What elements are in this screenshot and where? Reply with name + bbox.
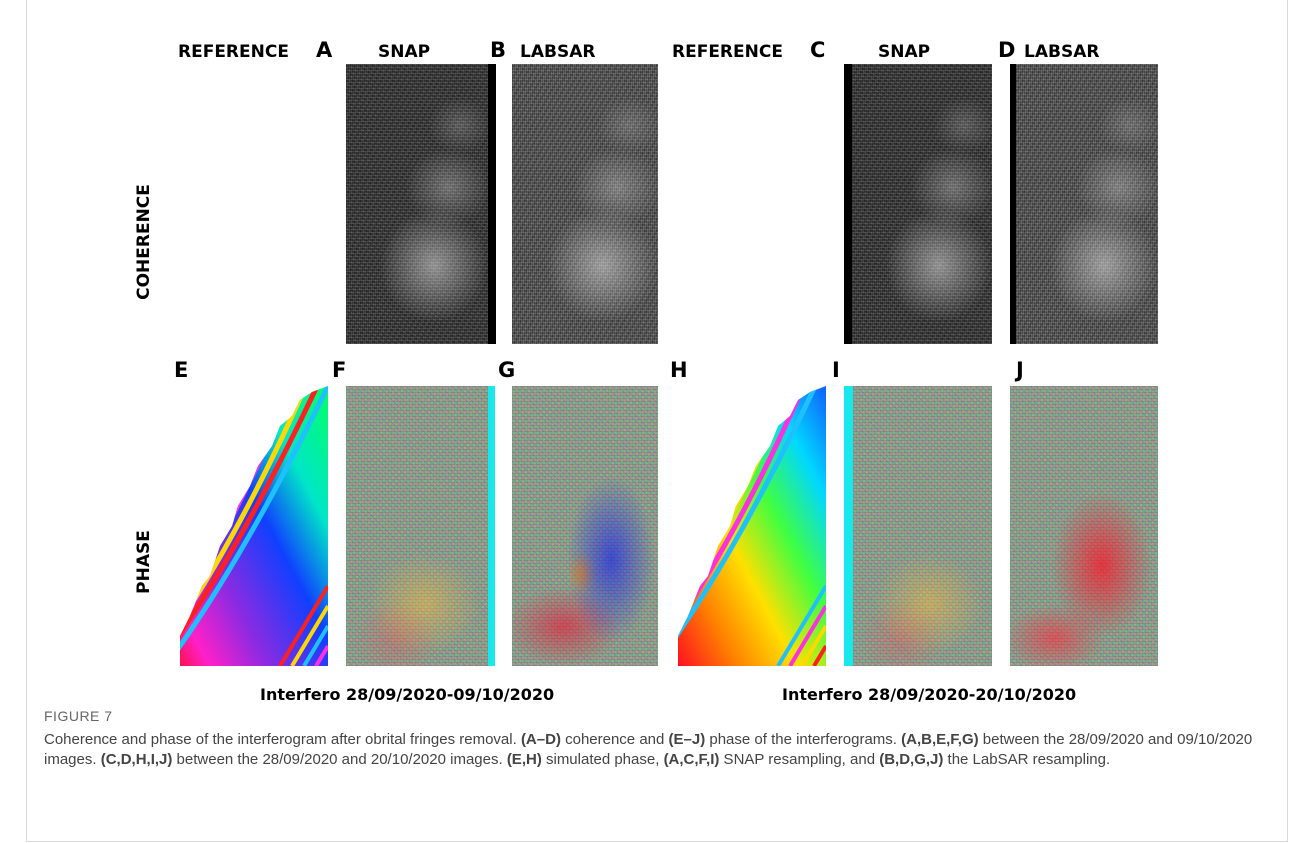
panel-letter-a: A <box>316 38 333 62</box>
caption-panel-ref: (B,D,G,J) <box>879 751 944 768</box>
figure-number: FIGURE 7 <box>44 708 113 724</box>
panel-letter-f: F <box>332 358 347 382</box>
panel-f-edge-strip <box>488 386 495 666</box>
caption-segment: coherence and <box>560 731 669 748</box>
caption-segment: between the 28/09/2020 and 20/10/2020 im… <box>172 751 507 768</box>
panel-f-snap-phase <box>346 386 488 666</box>
panel-i-edge-strip <box>844 386 853 666</box>
figure-caption: FIGURE 7 Coherence and phase of the inte… <box>44 708 1274 770</box>
caption-segment: the LabSAR resampling. <box>943 751 1111 768</box>
column-header-labsar-right: LABSAR <box>1024 42 1100 62</box>
panel-c-edge-strip <box>844 64 852 344</box>
figure-frame <box>26 0 1288 842</box>
panel-letter-g: G <box>498 358 516 382</box>
panel-a-edge-strip <box>488 64 496 344</box>
caption-panel-ref: (C,D,H,I,J) <box>100 751 173 768</box>
column-header-snap-left: SNAP <box>378 42 431 62</box>
panel-a-snap-coherence <box>346 64 488 344</box>
column-header-labsar-left: LABSAR <box>520 42 596 62</box>
caption-panel-ref: (A,B,E,F,G) <box>901 731 979 748</box>
simulated-phase-image-h <box>678 386 826 666</box>
caption-segment: phase of the interferograms. <box>705 731 902 748</box>
row-header-coherence: COHERENCE <box>134 184 154 300</box>
column-header-reference-left: REFERENCE <box>178 42 289 62</box>
pair-label-left: Interfero 28/09/2020-09/10/2020 <box>260 685 555 704</box>
column-header-snap-right: SNAP <box>878 42 931 62</box>
panel-letter-b: B <box>490 38 507 62</box>
panel-i-snap-phase <box>853 386 992 666</box>
panel-h-simulated-phase <box>678 386 826 666</box>
column-header-reference-right: REFERENCE <box>672 42 783 62</box>
caption-panel-ref: (E–J) <box>668 731 706 748</box>
panel-d-edge-strip <box>1010 64 1016 344</box>
panel-g-labsar-phase <box>512 386 658 666</box>
panel-letter-d: D <box>998 38 1016 62</box>
panel-e-simulated-phase <box>180 386 328 666</box>
panel-letter-i: I <box>832 358 840 382</box>
panel-b-labsar-coherence <box>512 64 658 344</box>
caption-segment: Coherence and phase of the interferogram… <box>44 731 521 748</box>
caption-segment: between the 28/09/2020 and 09/10/2020 im… <box>44 731 1253 768</box>
caption-panel-ref: (A–D) <box>520 731 561 748</box>
caption-segment: simulated phase, <box>541 751 664 768</box>
row-header-phase: PHASE <box>134 530 154 594</box>
simulated-phase-image-e <box>180 386 328 666</box>
caption-text: Coherence and phase of the interferogram… <box>44 730 1274 770</box>
panel-letter-c: C <box>810 38 826 62</box>
panel-letter-h: H <box>670 358 688 382</box>
caption-panel-ref: (E,H) <box>506 751 542 768</box>
panel-letter-e: E <box>174 358 189 382</box>
panel-c-snap-coherence <box>852 64 992 344</box>
pair-label-right: Interfero 28/09/2020-20/10/2020 <box>782 685 1077 704</box>
caption-panel-ref: (A,C,F,I) <box>663 751 720 768</box>
panel-j-labsar-phase <box>1010 386 1158 666</box>
caption-segment: SNAP resampling, and <box>719 751 880 768</box>
panel-d-labsar-coherence <box>1016 64 1158 344</box>
panel-letter-j: J <box>1016 358 1024 382</box>
